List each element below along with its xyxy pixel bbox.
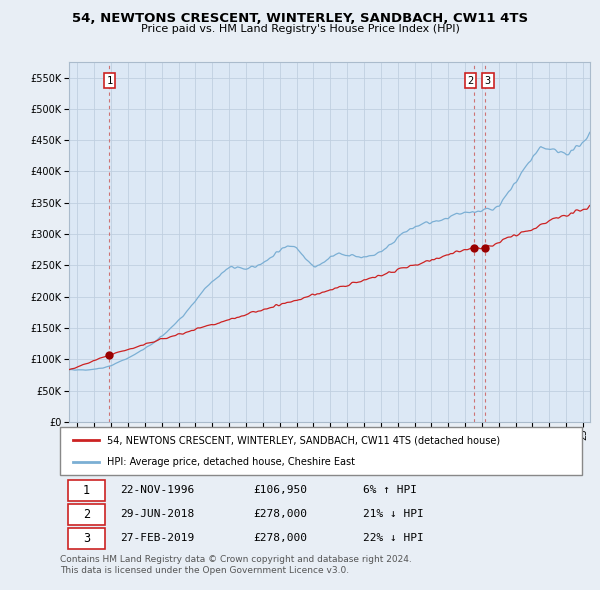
Text: Contains HM Land Registry data © Crown copyright and database right 2024.: Contains HM Land Registry data © Crown c… xyxy=(60,555,412,563)
Text: HPI: Average price, detached house, Cheshire East: HPI: Average price, detached house, Ches… xyxy=(107,457,355,467)
Text: 54, NEWTONS CRESCENT, WINTERLEY, SANDBACH, CW11 4TS: 54, NEWTONS CRESCENT, WINTERLEY, SANDBAC… xyxy=(72,12,528,25)
Text: 22-NOV-1996: 22-NOV-1996 xyxy=(120,485,194,495)
FancyBboxPatch shape xyxy=(60,427,582,475)
Text: 29-JUN-2018: 29-JUN-2018 xyxy=(120,509,194,519)
FancyBboxPatch shape xyxy=(68,504,106,525)
Text: 3: 3 xyxy=(83,532,90,545)
Text: 54, NEWTONS CRESCENT, WINTERLEY, SANDBACH, CW11 4TS (detached house): 54, NEWTONS CRESCENT, WINTERLEY, SANDBAC… xyxy=(107,435,500,445)
Text: Price paid vs. HM Land Registry's House Price Index (HPI): Price paid vs. HM Land Registry's House … xyxy=(140,24,460,34)
Text: £278,000: £278,000 xyxy=(253,533,307,543)
Text: 22% ↓ HPI: 22% ↓ HPI xyxy=(363,533,424,543)
Text: £106,950: £106,950 xyxy=(253,485,307,495)
Text: 1: 1 xyxy=(83,484,90,497)
Text: 27-FEB-2019: 27-FEB-2019 xyxy=(120,533,194,543)
Text: 6% ↑ HPI: 6% ↑ HPI xyxy=(363,485,417,495)
Text: 3: 3 xyxy=(485,76,491,86)
Text: This data is licensed under the Open Government Licence v3.0.: This data is licensed under the Open Gov… xyxy=(60,566,349,575)
FancyBboxPatch shape xyxy=(68,480,106,501)
Text: 21% ↓ HPI: 21% ↓ HPI xyxy=(363,509,424,519)
Text: 2: 2 xyxy=(467,76,473,86)
Text: £278,000: £278,000 xyxy=(253,509,307,519)
FancyBboxPatch shape xyxy=(68,527,106,549)
Text: 2: 2 xyxy=(83,507,90,521)
Text: 1: 1 xyxy=(106,76,113,86)
